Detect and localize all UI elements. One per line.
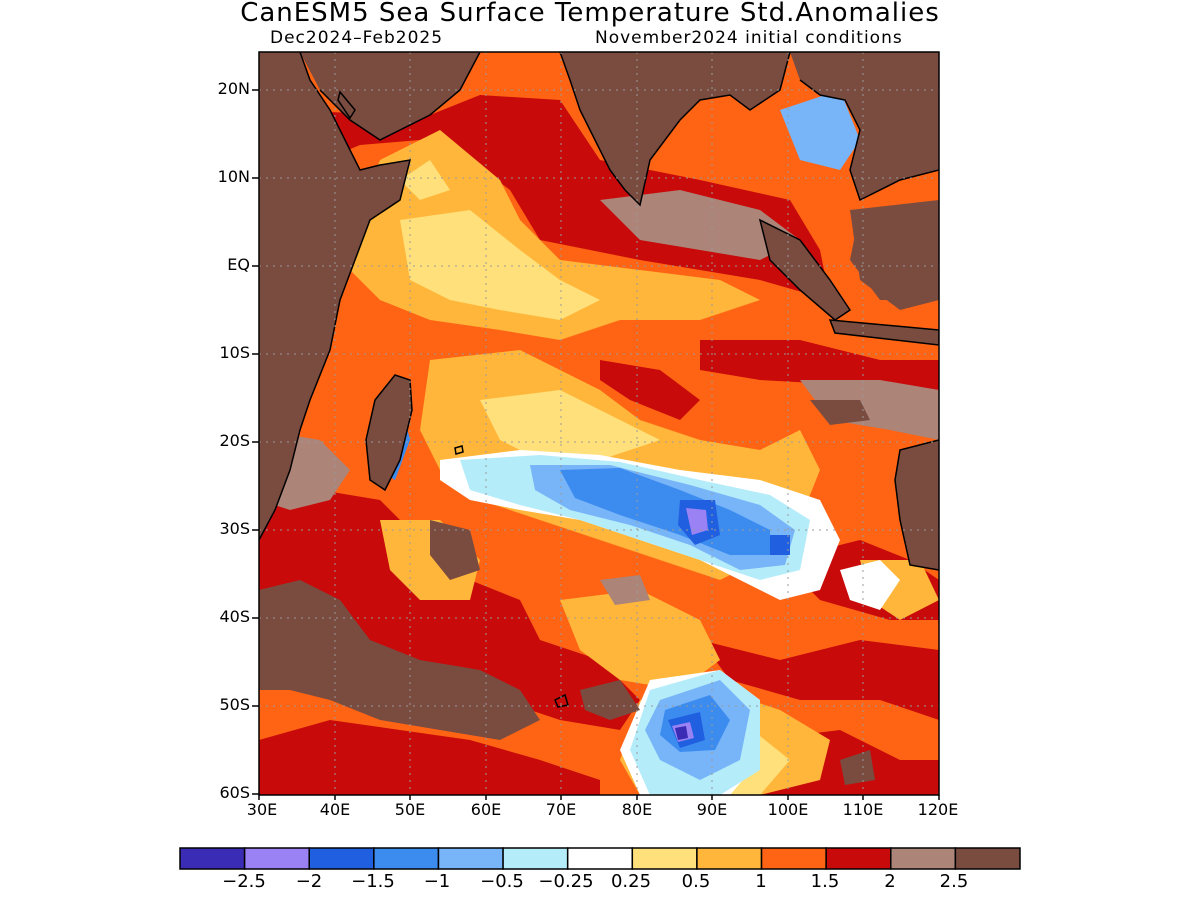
lon-label-90e: 90E xyxy=(696,800,728,819)
land-masses xyxy=(259,52,939,570)
colorbar-label: 0.25 xyxy=(610,871,652,892)
lon-label-40e: 40E xyxy=(319,800,351,819)
lat-label-20s: 20S xyxy=(219,431,250,450)
colorbar-swatch xyxy=(631,847,698,870)
lon-label-120e: 120E xyxy=(917,800,959,819)
colorbar-label: 1 xyxy=(755,871,767,892)
lon-label-60e: 60E xyxy=(470,800,502,819)
colorbar-label: −0.5 xyxy=(480,871,524,892)
lat-label-20n: 20N xyxy=(217,79,250,98)
colorbar-swatch xyxy=(179,847,246,870)
lat-label-60s: 60S xyxy=(219,783,250,802)
colorbar-swatch xyxy=(890,847,957,870)
colorbar-swatch xyxy=(308,847,375,870)
chart-title: CanESM5 Sea Surface Temperature Std.Anom… xyxy=(240,0,940,28)
lat-label-10s: 10S xyxy=(219,343,250,362)
initial-conditions-label: November2024 initial conditions xyxy=(595,28,903,48)
colorbar-swatch xyxy=(243,847,310,870)
colorbar-swatch xyxy=(825,847,892,870)
lon-label-110e: 110E xyxy=(842,800,884,819)
colorbar xyxy=(179,847,1021,870)
lat-label-30s: 30S xyxy=(219,519,250,538)
lon-label-100e: 100E xyxy=(767,800,809,819)
lon-label-80e: 80E xyxy=(621,800,653,819)
lat-label-50s: 50S xyxy=(219,695,250,714)
colorbar-label: 0.5 xyxy=(681,871,711,892)
colorbar-label: −0.25 xyxy=(538,871,594,892)
colorbar-swatch xyxy=(760,847,827,870)
lon-label-50e: 50E xyxy=(394,800,426,819)
axis-ticks xyxy=(252,89,940,800)
coastlines xyxy=(259,52,939,708)
colorbar-swatch xyxy=(696,847,763,870)
colorbar-label: −1 xyxy=(423,871,451,892)
colorbar-label: −2.5 xyxy=(222,871,266,892)
season-label: Dec2024–Feb2025 xyxy=(270,28,444,48)
map-frame xyxy=(258,51,940,796)
grid-lines xyxy=(259,52,939,795)
colorbar-swatch xyxy=(566,847,634,870)
lat-label-10n: 10N xyxy=(217,167,250,186)
colorbar-label: −1.5 xyxy=(351,871,395,892)
lon-label-70e: 70E xyxy=(545,800,577,819)
colorbar-swatch xyxy=(954,847,1021,870)
colorbar-swatch xyxy=(373,847,440,870)
lat-label-eq: EQ xyxy=(227,255,250,274)
colorbar-swatch xyxy=(502,847,569,870)
colorbar-label: −2 xyxy=(295,871,323,892)
colorbar-label: 2.5 xyxy=(939,871,969,892)
colorbar-label: 2 xyxy=(884,871,896,892)
lat-label-40s: 40S xyxy=(219,607,250,626)
colorbar-swatch xyxy=(437,847,504,870)
colorbar-label: 1.5 xyxy=(810,871,840,892)
lon-label-30e: 30E xyxy=(246,800,278,819)
